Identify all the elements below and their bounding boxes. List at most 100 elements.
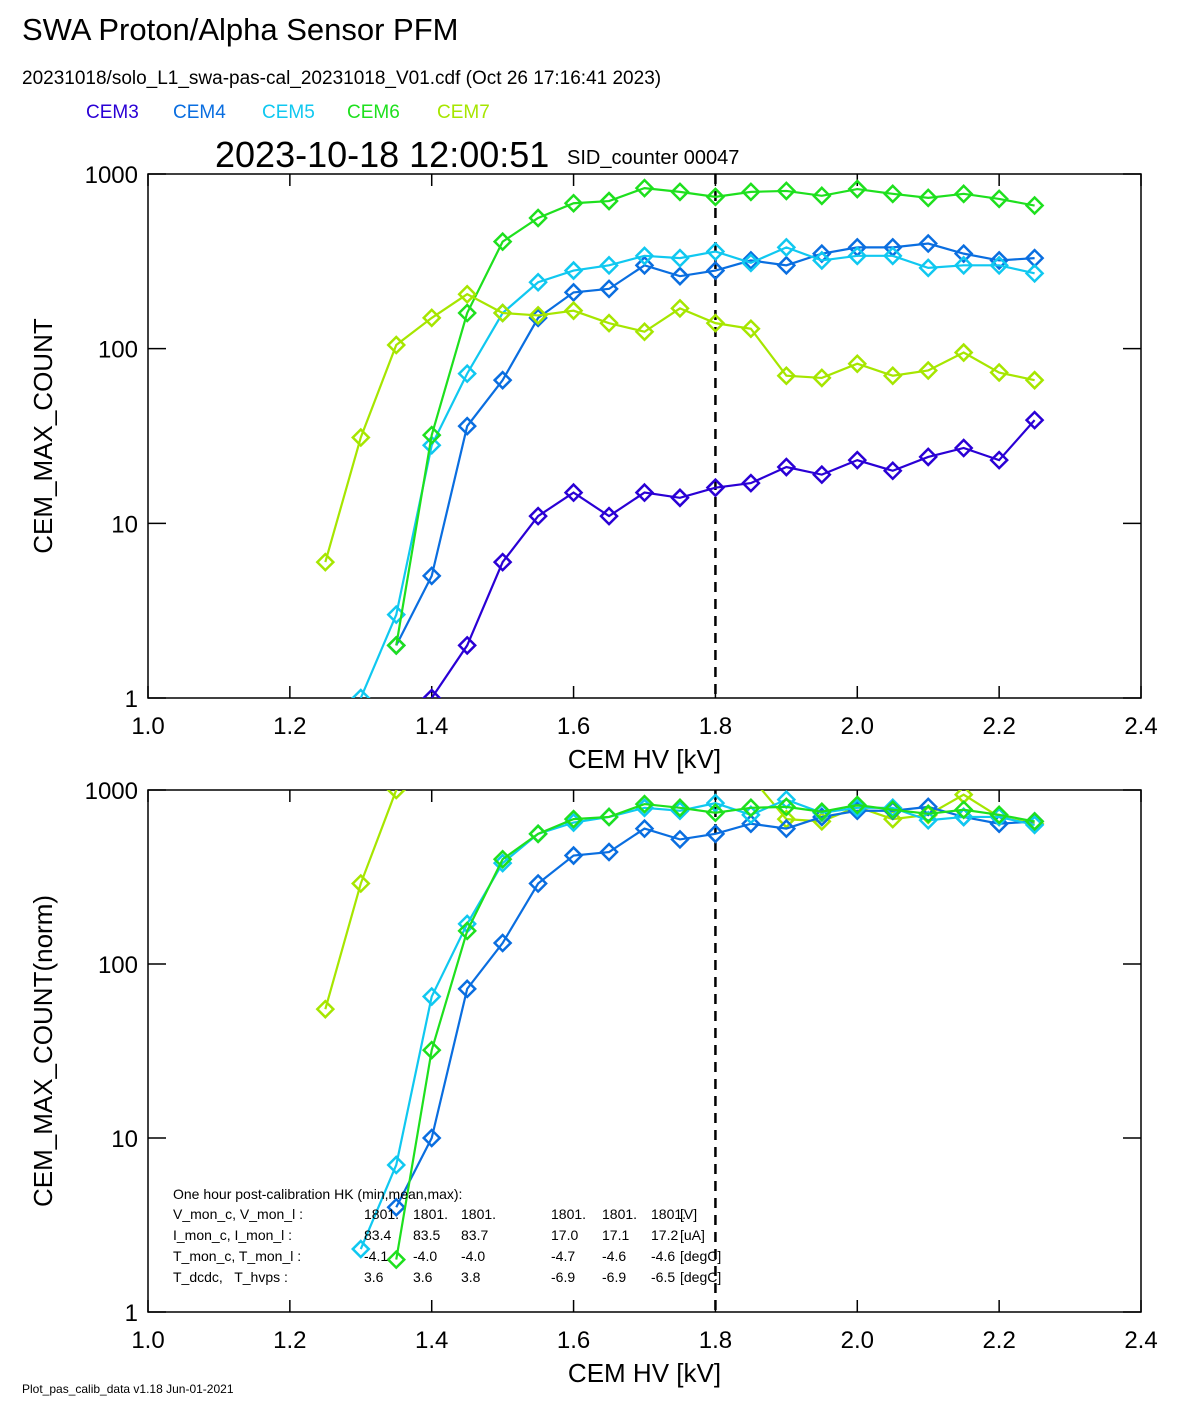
data-point (882, 365, 903, 386)
annotation-cell: 17.2 (651, 1227, 678, 1243)
x-tick-label: 2.0 (841, 713, 874, 740)
data-point (812, 186, 832, 206)
y-tick-label: 1 (125, 1300, 138, 1327)
data-point (634, 321, 655, 342)
data-point (670, 798, 690, 818)
data-point (421, 566, 442, 586)
data-point (812, 243, 832, 264)
data-point (351, 688, 371, 698)
annotation-cell: 17.1 (602, 1227, 629, 1243)
x-tick-label: 1.0 (131, 713, 164, 740)
data-point (953, 243, 974, 264)
x-tick-label: 2.4 (1124, 1327, 1157, 1354)
data-point (743, 769, 759, 785)
x-axis-label: CEM HV [kV] (568, 744, 721, 774)
data-point (882, 809, 903, 829)
data-point (457, 284, 477, 304)
y-tick-label: 1000 (85, 778, 138, 805)
x-tick-label: 2.2 (982, 1327, 1015, 1354)
data-point (953, 255, 974, 276)
annotation-cell: 1801. (551, 1206, 586, 1222)
data-point (563, 260, 584, 281)
annotation-cell: -6.9 (602, 1269, 626, 1285)
data-point (563, 193, 584, 214)
x-tick-label: 2.4 (1124, 713, 1157, 740)
data-point (492, 231, 513, 252)
y-tick-label: 1000 (85, 162, 138, 189)
data-point (634, 818, 655, 839)
data-point (563, 482, 584, 503)
data-point (528, 506, 548, 526)
data-point (599, 506, 619, 526)
data-point (741, 182, 761, 202)
annotation-cell: 83.4 (364, 1227, 391, 1243)
plot-frame (147, 173, 1142, 699)
data-point (386, 335, 407, 355)
y-tick-label: 100 (98, 337, 138, 364)
data-point (741, 253, 761, 273)
series-line (395, 187, 1035, 646)
data-point (705, 793, 726, 813)
data-point (457, 921, 477, 941)
data-point (670, 488, 690, 508)
footer: Plot_pas_calib_data v1.18 Jun-01-2021 (22, 1382, 234, 1396)
data-point (457, 635, 477, 656)
data-point (882, 798, 903, 818)
data-point (634, 255, 655, 276)
data-point (457, 979, 477, 999)
x-axis-label: CEM HV [kV] (568, 1358, 721, 1388)
annotation-cell: 17.0 (551, 1227, 578, 1243)
data-point (563, 809, 584, 829)
annotation-cell: 1801. (364, 1206, 399, 1222)
data-point (528, 272, 548, 293)
data-point (351, 873, 371, 894)
annotation-cell: -6.9 (551, 1269, 575, 1285)
data-point (1024, 370, 1045, 390)
data-point (563, 845, 584, 866)
data-point (989, 255, 1009, 276)
data-point (492, 552, 513, 572)
data-point (812, 250, 832, 271)
data-point (670, 829, 690, 850)
data-point (599, 279, 619, 299)
annotation-cell: -4.7 (551, 1248, 575, 1264)
data-point (563, 282, 584, 303)
data-point (670, 266, 690, 286)
annotation-cell: -4.6 (651, 1248, 675, 1264)
data-point (918, 188, 938, 208)
annotation-cell: 83.7 (461, 1227, 488, 1243)
legend-entry: CEM7 (437, 102, 490, 123)
data-point (492, 370, 513, 390)
data-point (918, 360, 938, 381)
legend-entry: CEM3 (86, 102, 139, 123)
data-point (776, 181, 797, 201)
annotation-cell: [uA] (680, 1227, 705, 1243)
x-tick-label: 1.0 (131, 1327, 164, 1354)
data-point (421, 1040, 442, 1060)
data-point (386, 635, 407, 656)
data-point (1024, 410, 1045, 430)
data-point (882, 460, 903, 481)
data-point (812, 801, 832, 822)
data-point (634, 794, 655, 814)
data-point (492, 933, 513, 953)
data-point (421, 688, 442, 698)
data-point (457, 416, 477, 436)
annotation-cell: -4.6 (602, 1248, 626, 1264)
data-point (670, 248, 690, 268)
data-point (386, 790, 407, 800)
annotation-cell: T_mon_c, T_mon_l : (173, 1248, 301, 1264)
x-tick-label: 1.4 (415, 1327, 448, 1354)
data-point (847, 450, 868, 470)
data-point (495, 753, 511, 769)
data-point (918, 233, 938, 254)
x-tick-label: 1.2 (273, 1327, 306, 1354)
data-point (599, 255, 619, 276)
data-point (386, 1249, 407, 1270)
data-point (670, 298, 690, 319)
data-point (351, 427, 371, 448)
data-point (421, 435, 442, 455)
data-point (989, 189, 1009, 209)
data-point (741, 798, 761, 818)
